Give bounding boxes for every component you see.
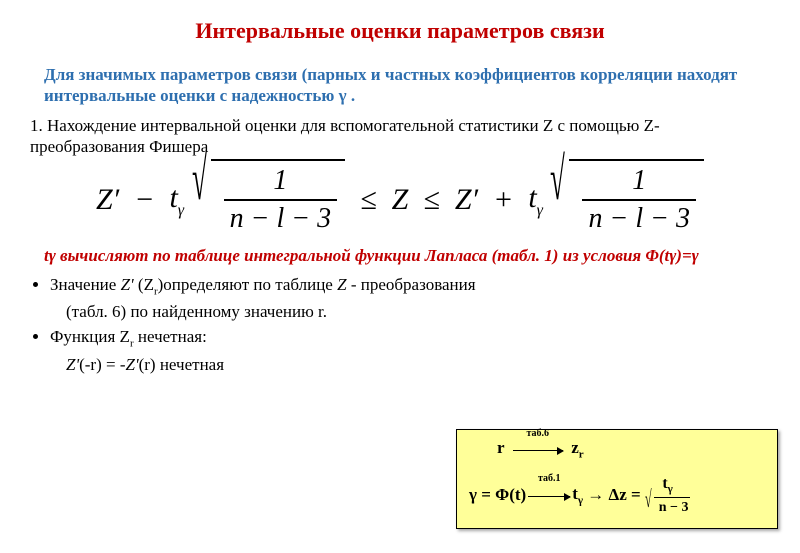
bullet-list: Значение Z' (Zr)определяют по таблице Z … bbox=[36, 274, 770, 376]
formula-le2: ≤ bbox=[423, 183, 439, 216]
formula-den-r: n − l − 3 bbox=[582, 199, 696, 235]
box-tab6-label: таб.6 bbox=[513, 428, 563, 439]
formula-num-l: 1 bbox=[224, 165, 338, 199]
box-tab1-label: таб.1 bbox=[528, 473, 570, 484]
arrow-icon bbox=[513, 450, 563, 451]
box-fraction: tγ √n − 3 bbox=[645, 475, 691, 516]
note-laplace: tγ вычисляют по таблице интегральной фун… bbox=[44, 245, 770, 266]
formula-zprime-l: Z′ bbox=[96, 183, 119, 216]
formula-num-r: 1 bbox=[582, 165, 696, 199]
formula-t-l: t bbox=[169, 181, 177, 214]
box-row-1: r таб.6 zr bbox=[469, 438, 767, 460]
formula-le1: ≤ bbox=[360, 183, 376, 216]
main-formula: Z′ − tγ √ 1 n − l − 3 ≤ Z ≤ Z′ + tγ √ 1 … bbox=[30, 165, 770, 235]
formula-box: r таб.6 zr γ = Φ(t) таб.1 tγ → Δz = tγ √… bbox=[456, 429, 778, 529]
box-zr: z bbox=[571, 438, 579, 457]
box-dz: Δz = bbox=[609, 485, 641, 505]
arrow-icon bbox=[528, 496, 570, 497]
box-r: r bbox=[497, 438, 504, 457]
intro-paragraph: Для значимых параметров связи (парных и … bbox=[44, 64, 770, 107]
bullet-1: Значение Z' (Zr)определяют по таблице Z … bbox=[50, 274, 770, 299]
box-gamma-eq: γ = Φ(t) bbox=[469, 485, 526, 505]
formula-zprime-r: Z′ bbox=[455, 183, 478, 216]
box-implies: → bbox=[587, 485, 604, 505]
bullet-2-sub: Z'(-r) = -Z'(r) нечетная bbox=[66, 354, 770, 377]
formula-den-l: n − l − 3 bbox=[224, 199, 338, 235]
bullet-1-sub: (табл. 6) по найденному значению r. bbox=[66, 301, 770, 324]
bullet-2: Функция Zr нечетная: bbox=[50, 326, 770, 351]
formula-t-r: t bbox=[528, 181, 536, 214]
formula-z: Z bbox=[392, 183, 409, 217]
page-title: Интервальные оценки параметров связи bbox=[30, 18, 770, 44]
step-1-text: 1. Нахождение интервальной оценки для вс… bbox=[30, 115, 770, 158]
box-row-2: γ = Φ(t) таб.1 tγ → Δz = tγ √n − 3 bbox=[469, 475, 767, 516]
